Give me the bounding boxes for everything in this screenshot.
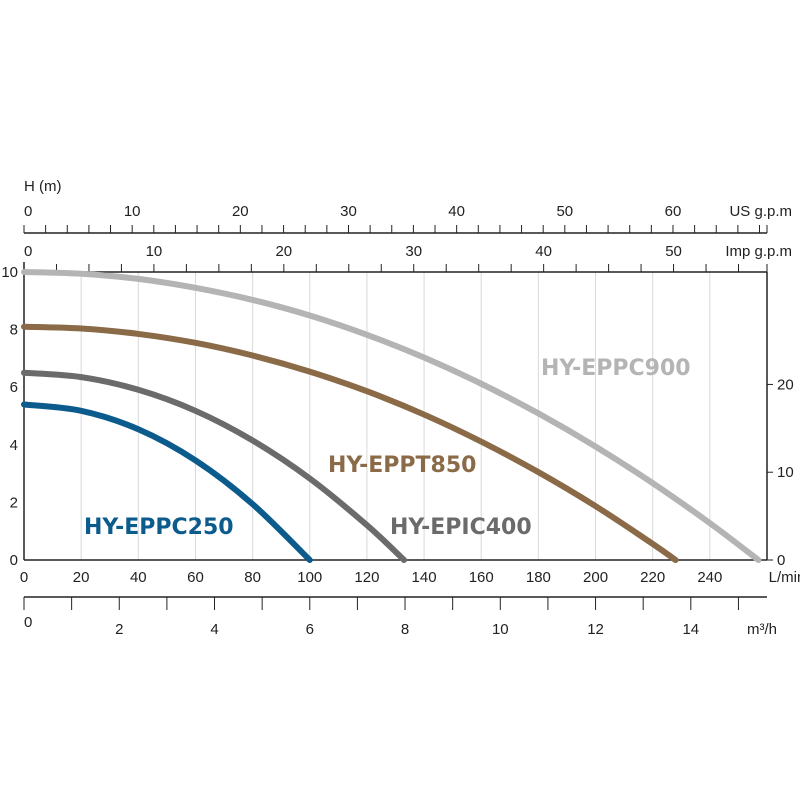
x-tick-label: 0 <box>20 569 28 586</box>
y-tick-label: 6 <box>10 379 18 396</box>
m3h-tick-label: 10 <box>492 621 509 638</box>
series-label-hy-epic400: HY-EPIC400 <box>390 515 532 540</box>
x-tick-label: 220 <box>640 569 665 586</box>
y-tick-label: 0 <box>10 552 18 569</box>
series-line-hy-epic400 <box>21 369 408 563</box>
imp-gpm-axis-tick-label: 40 <box>535 243 552 260</box>
imp-gpm-axis-tick-label: 10 <box>146 243 163 260</box>
imp-gpm-axis-unit: Imp g.p.m <box>725 243 792 260</box>
imp-gpm-axis-tick-label: 0 <box>24 243 32 260</box>
right-tick-label: 0 <box>777 552 785 569</box>
y-axis-title: H (m) <box>24 178 62 195</box>
x-tick-label: 40 <box>130 569 147 586</box>
series-line-hy-eppc900 <box>21 269 762 563</box>
us-gpm-axis-tick-label: 40 <box>448 203 465 220</box>
us-gpm-axis-unit: US g.p.m <box>729 203 792 220</box>
series-line-hy-eppc250 <box>21 401 313 563</box>
m3h-tick-label: 14 <box>682 621 699 638</box>
right-tick-label: 10 <box>777 464 794 481</box>
us-gpm-axis-tick-label: 30 <box>340 203 357 220</box>
series-label-hy-eppc900: HY-EPPC900 <box>541 356 691 381</box>
imp-gpm-axis-tick-label: 50 <box>665 243 682 260</box>
m3h-tick-label: 12 <box>587 621 604 638</box>
us-gpm-axis-tick-label: 20 <box>232 203 249 220</box>
x-tick-label: 80 <box>244 569 261 586</box>
x-axis-unit: L/min <box>769 569 800 586</box>
imp-gpm-axis-tick-label: 20 <box>275 243 292 260</box>
y-tick-label: 8 <box>10 322 18 339</box>
us-gpm-axis-tick-label: 10 <box>124 203 141 220</box>
y-tick-label: 2 <box>10 494 18 511</box>
x-tick-label: 180 <box>526 569 551 586</box>
series-line-hy-eppt850 <box>21 323 679 563</box>
us-gpm-axis-tick-label: 50 <box>556 203 573 220</box>
x-tick-label: 20 <box>73 569 90 586</box>
x-tick-label: 120 <box>354 569 379 586</box>
x-tick-label: 100 <box>297 569 322 586</box>
series-label-hy-eppc250: HY-EPPC250 <box>84 515 234 540</box>
imp-gpm-axis-tick-label: 30 <box>405 243 422 260</box>
x-tick-label: 160 <box>469 569 494 586</box>
x-tick-label: 240 <box>697 569 722 586</box>
x-tick-label: 60 <box>187 569 204 586</box>
us-gpm-axis-tick-label: 60 <box>665 203 682 220</box>
us-gpm-axis-tick-label: 0 <box>24 203 32 220</box>
right-tick-label: 20 <box>777 376 794 393</box>
m3h-tick-label: 2 <box>115 621 123 638</box>
series-label-hy-eppt850: HY-EPPT850 <box>328 453 476 478</box>
x-tick-label: 140 <box>412 569 437 586</box>
m3h-tick-label: 4 <box>210 621 218 638</box>
y-tick-label: 10 <box>1 264 18 281</box>
x-tick-label: 200 <box>583 569 608 586</box>
m3h-unit: m³/h <box>747 621 777 638</box>
m3h-tick-label: 0 <box>24 614 32 631</box>
y-tick-label: 4 <box>10 437 18 454</box>
m3h-tick-label: 8 <box>401 621 409 638</box>
m3h-tick-label: 6 <box>306 621 314 638</box>
